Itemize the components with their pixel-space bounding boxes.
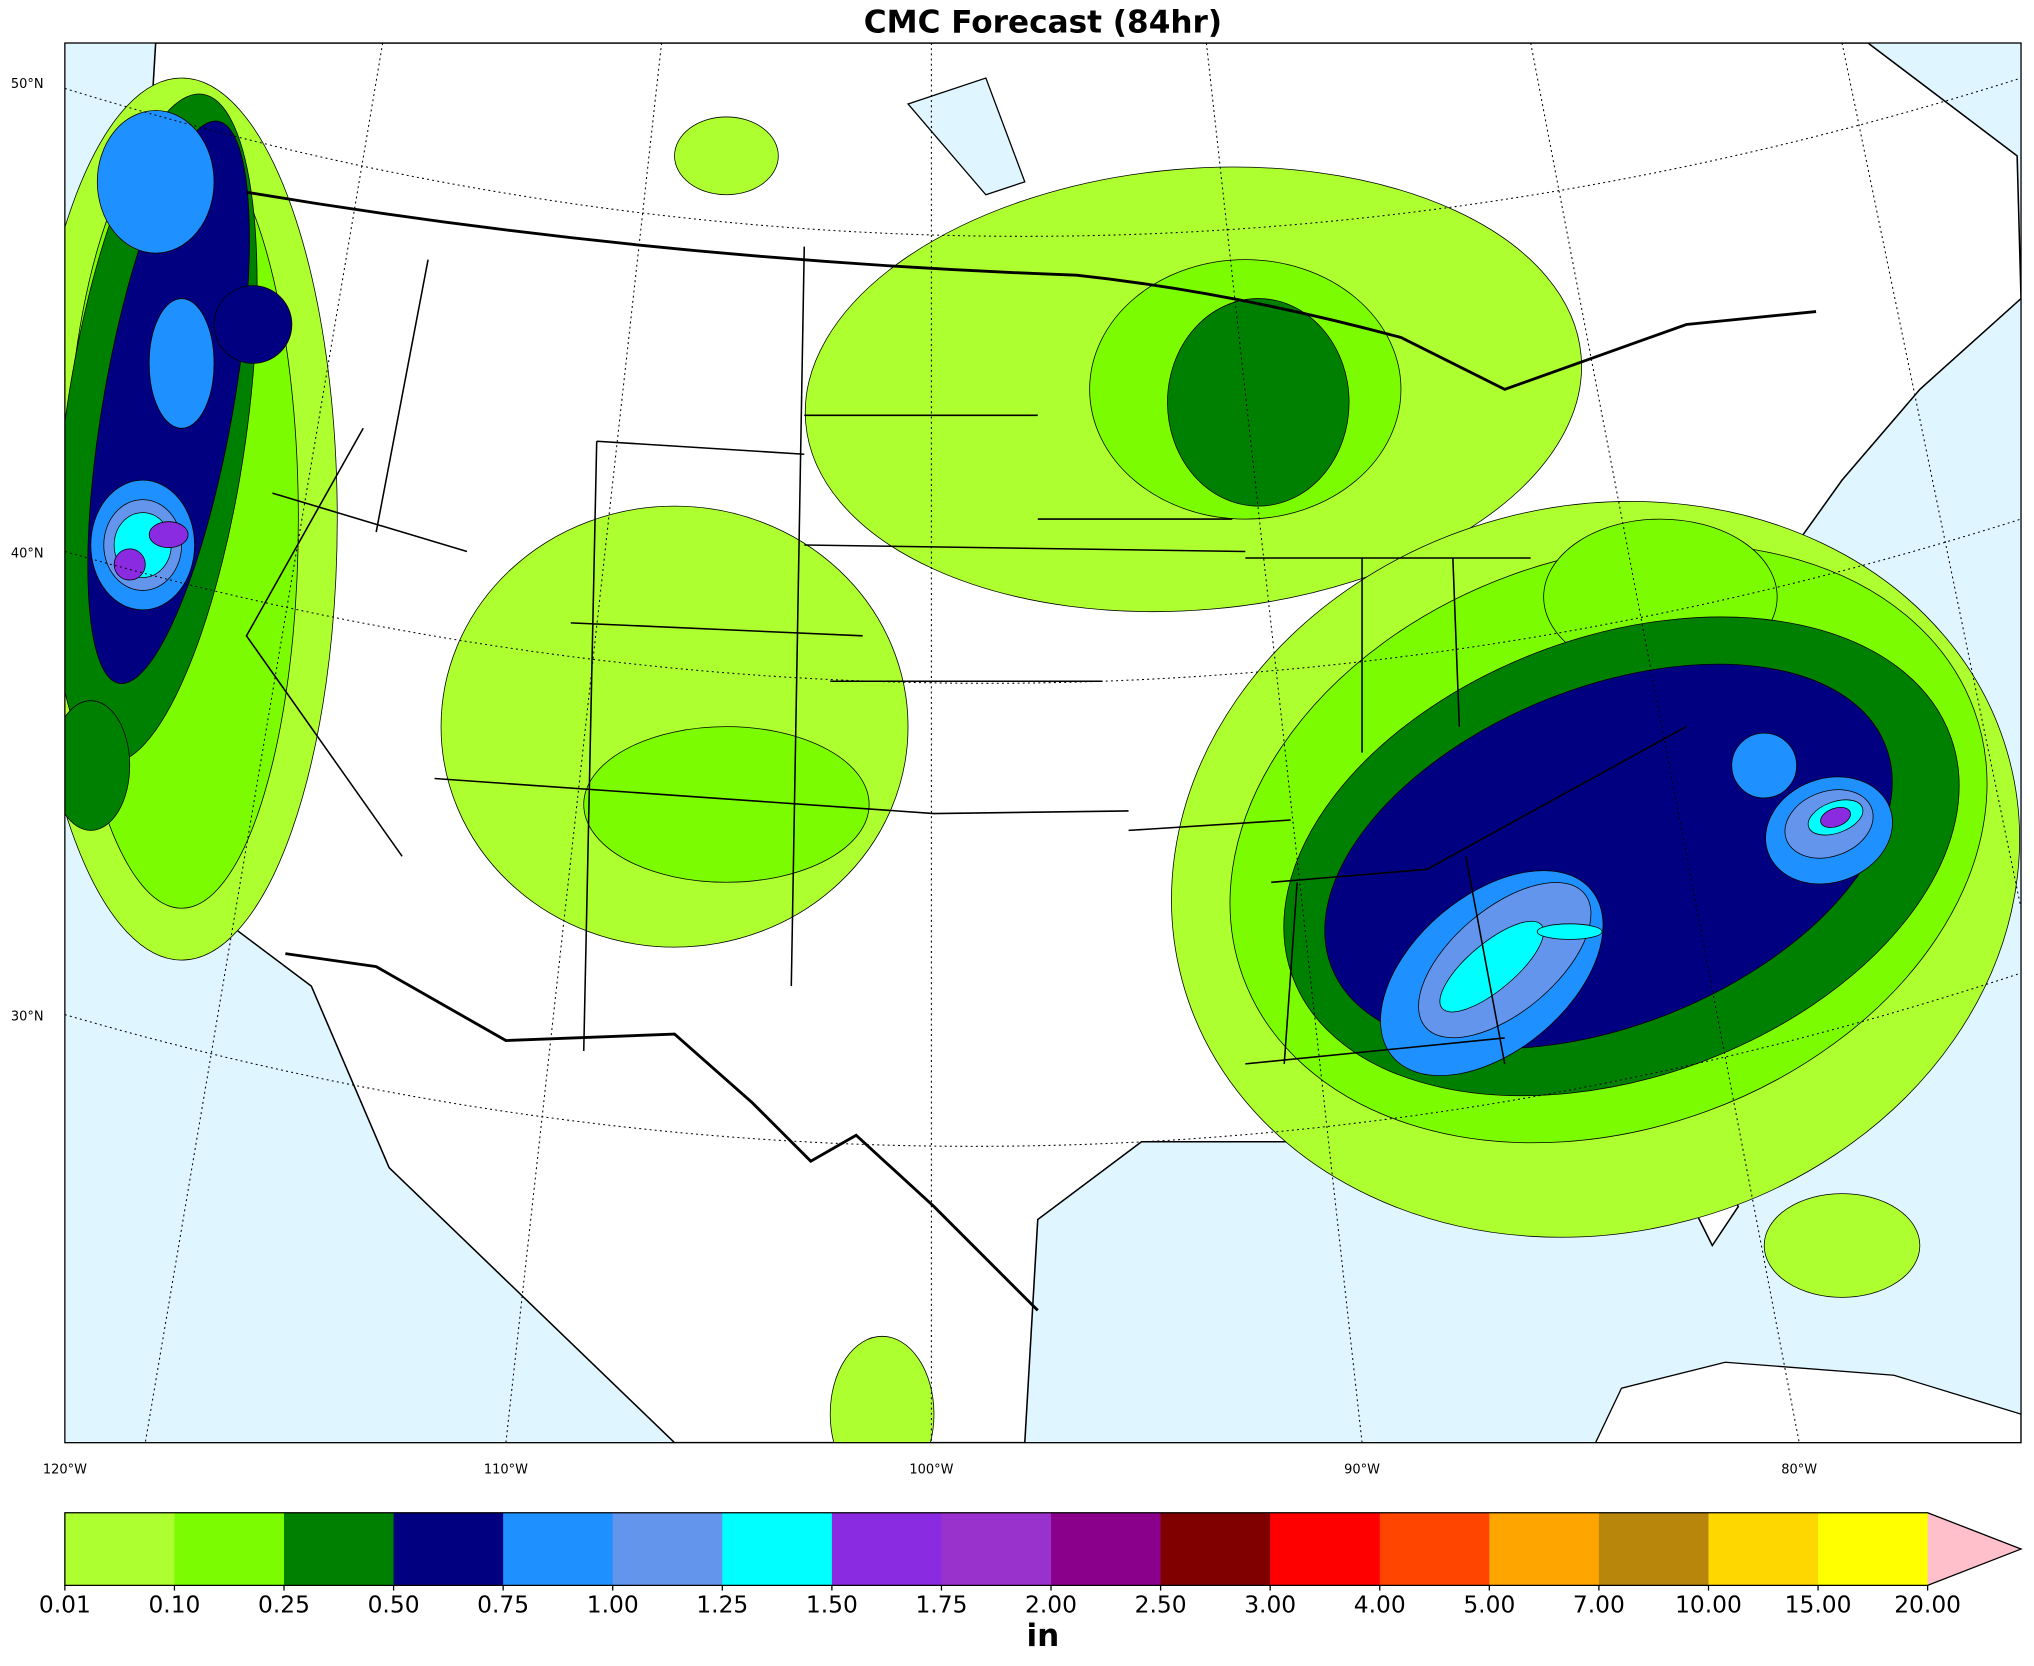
- colorbar-bin: [831, 1512, 942, 1586]
- lon-label: 110°W: [484, 1462, 528, 1477]
- lat-label: 30°N: [11, 1010, 44, 1025]
- lat-label: 40°N: [11, 547, 44, 562]
- colorbar-tick-label: 0.25: [258, 1591, 310, 1619]
- precip-area: [148, 521, 189, 549]
- precip-area: [113, 548, 146, 581]
- colorbar-extend: [1927, 1512, 2022, 1586]
- colorbar-bin: [1160, 1512, 1271, 1586]
- precip-area: [440, 505, 909, 948]
- lon-label: 120°W: [43, 1462, 87, 1477]
- colorbar-tick-label: 4.00: [1354, 1591, 1406, 1619]
- colorbar-tick-label: 0.75: [477, 1591, 529, 1619]
- lat-label: 50°N: [11, 77, 44, 92]
- colorbar-bin: [1270, 1512, 1381, 1586]
- precip-area: [1763, 1193, 1921, 1298]
- border-line: [246, 190, 1817, 391]
- precip-area: [1536, 923, 1603, 940]
- precip-area: [148, 298, 215, 429]
- colorbar-tick-label: 1.50: [806, 1591, 858, 1619]
- colorbar-bin: [941, 1512, 1052, 1586]
- cuba: [1594, 1361, 2022, 1443]
- colorbar-bin: [1598, 1512, 1709, 1586]
- lon-label: 90°W: [1344, 1462, 1380, 1477]
- precip-area: [583, 726, 870, 883]
- precip-layer: [64, 77, 2020, 1443]
- colorbar-tick-label: 7.00: [1573, 1591, 1625, 1619]
- precip-area: [674, 116, 779, 196]
- colorbar-bin: [174, 1512, 285, 1586]
- colorbar-bin: [1051, 1512, 1161, 1586]
- lon-label: 80°W: [1781, 1462, 1817, 1477]
- precip-area: [96, 110, 215, 254]
- colorbar-tick-label: 0.50: [368, 1591, 420, 1619]
- precip-area: [1820, 806, 1851, 828]
- colorbar-tick-label: 0.01: [39, 1591, 91, 1619]
- colorbar-bin: [1708, 1512, 1819, 1586]
- precip-area: [213, 285, 293, 364]
- precip-area: [64, 700, 131, 831]
- precip-area: [1731, 732, 1798, 799]
- state-lines: [245, 246, 1687, 1065]
- border-line: [285, 952, 1039, 1312]
- grid-line: [64, 972, 2022, 1147]
- colorbar-bin: [503, 1512, 614, 1586]
- precip-area: [1167, 298, 1350, 507]
- colorbar-unit: in: [1027, 1618, 1060, 1654]
- colorbar-tick-label: 2.00: [1025, 1591, 1077, 1619]
- colorbar: 0.01 0.10 0.25 0.50 0.75 1.00 1.25 1.50 1.75 2.00…: [39, 1512, 2023, 1654]
- colorbar-bin: [393, 1512, 504, 1586]
- lake: [906, 77, 1026, 196]
- precip-area: [829, 1335, 935, 1443]
- colorbar-tick-label: 15.00: [1785, 1591, 1852, 1619]
- colorbar-outline: [64, 1512, 2023, 1587]
- colorbar-tick-label: 1.00: [587, 1591, 639, 1619]
- graticule: [64, 43, 2022, 1443]
- colorbar-tick-label: 20.00: [1894, 1591, 1961, 1619]
- colorbar-tick-label: 3.00: [1244, 1591, 1296, 1619]
- colorbar-bin: [1379, 1512, 1490, 1586]
- colorbar-bin: [1818, 1512, 1929, 1586]
- colorbar-tick-label: 0.10: [148, 1591, 200, 1619]
- colorbar-bin: [1489, 1512, 1600, 1586]
- colorbar-tick-label: 1.75: [915, 1591, 967, 1619]
- colorbar-tick-label: 5.00: [1463, 1591, 1515, 1619]
- colorbar-bin: [612, 1512, 723, 1586]
- colorbar-tick-label: 1.25: [696, 1591, 748, 1619]
- map-frame: [64, 42, 2022, 1444]
- colorbar-tick-label: 2.50: [1135, 1591, 1187, 1619]
- lon-label: 100°W: [909, 1462, 953, 1477]
- colorbar-tick-label: 10.00: [1675, 1591, 1742, 1619]
- boundaries: [245, 190, 1817, 1312]
- title: CMC Forecast (84hr): [864, 5, 1222, 41]
- colorbar-bin: [722, 1512, 833, 1586]
- precip-area: [1439, 920, 1545, 1013]
- grid-line: [64, 518, 2022, 684]
- colorbar-bin: [64, 1512, 175, 1586]
- colorbar-bin: [284, 1512, 394, 1586]
